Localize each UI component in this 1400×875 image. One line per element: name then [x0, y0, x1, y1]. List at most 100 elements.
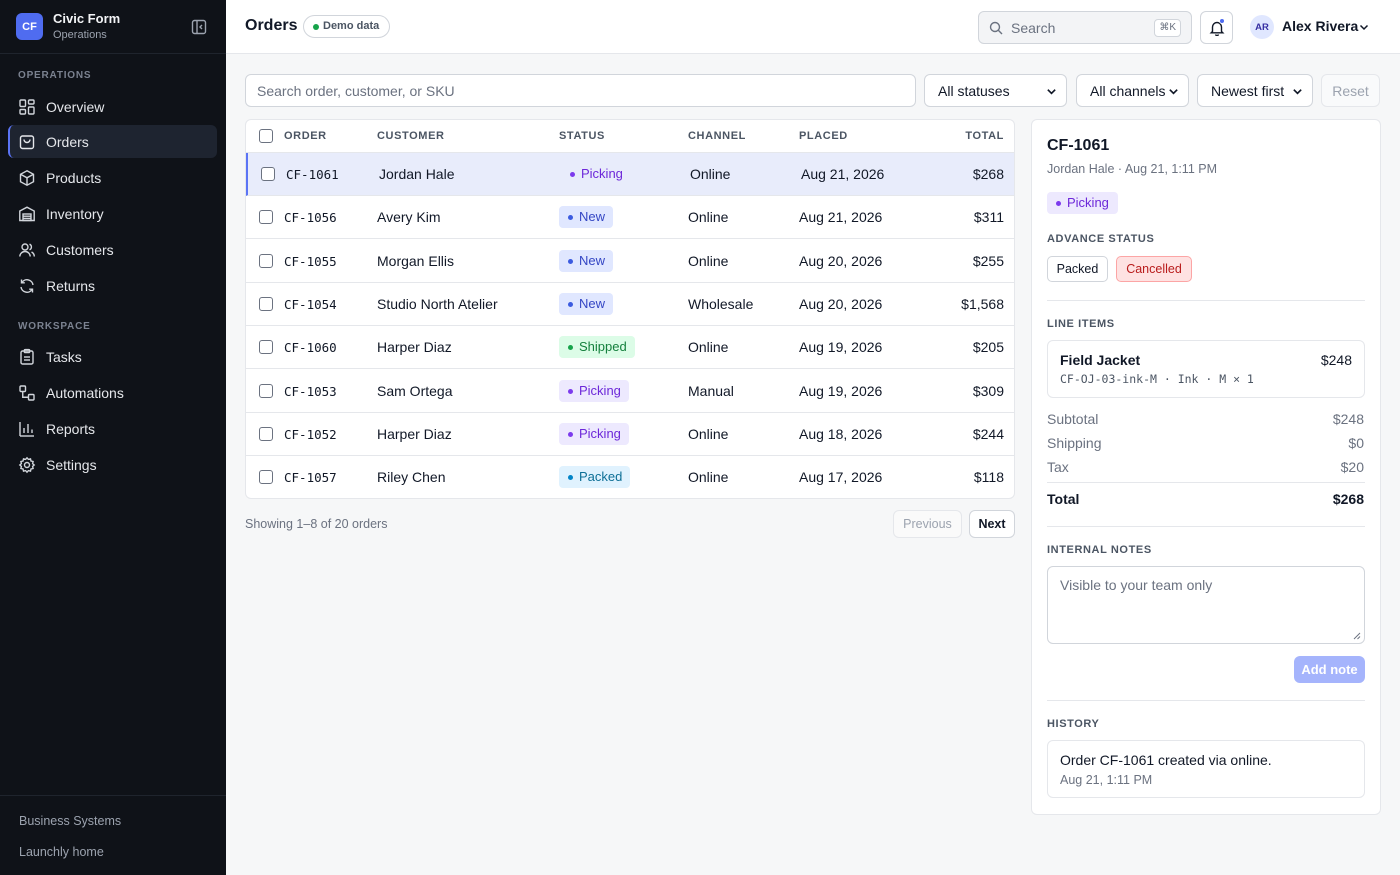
table-row[interactable]: CF-1060 Harper Diaz Shipped Online Aug 19, 2…: [246, 326, 1014, 370]
bar-chart-icon: [18, 420, 36, 438]
customer-name: Jordan Hale: [379, 166, 455, 182]
table-row[interactable]: CF-1057 Riley Chen Packed Online Aug 17, 202…: [246, 456, 1014, 498]
row-checkbox[interactable]: [259, 470, 273, 485]
chevron-down-icon[interactable]: [1358, 21, 1370, 33]
sidebar-item-label: Orders: [46, 133, 89, 150]
row-checkbox[interactable]: [259, 383, 273, 398]
brand-header: CF Civic Form Operations: [0, 0, 226, 54]
select-all-checkbox[interactable]: [259, 129, 273, 143]
order-search-input[interactable]: [246, 75, 915, 106]
column-header[interactable]: ORDER: [284, 130, 327, 142]
box-icon: [18, 169, 36, 187]
column-header[interactable]: STATUS: [559, 130, 605, 142]
order-id[interactable]: CF-1057: [284, 470, 337, 486]
refresh-icon: [18, 277, 36, 295]
avatar[interactable]: AR: [1250, 15, 1274, 39]
advance-packed-button[interactable]: Packed: [1047, 256, 1108, 282]
advance-cancelled-button[interactable]: Cancelled: [1116, 256, 1192, 282]
line-item-meta: CF-OJ-03-ink-M · Ink · M × 1: [1060, 372, 1254, 386]
search-shortcut: ⌘K: [1154, 19, 1181, 37]
customer-name: Morgan Ellis: [377, 252, 455, 269]
sidebar-item-label: Inventory: [46, 205, 104, 222]
sidebar-item-products[interactable]: Products: [8, 161, 217, 194]
channel: Manual: [688, 382, 734, 399]
line-item-price: $248: [1320, 352, 1352, 368]
line-items-label: LINE ITEMS: [1047, 318, 1115, 330]
global-search[interactable]: Search ⌘K: [978, 11, 1192, 44]
warehouse-icon: [18, 205, 36, 223]
row-checkbox[interactable]: [259, 253, 273, 268]
sidebar-item-label: Products: [46, 169, 102, 186]
previous-page-button[interactable]: Previous: [893, 510, 962, 538]
workflow-icon: [18, 384, 36, 402]
column-header[interactable]: PLACED: [799, 130, 848, 142]
nav-section-workspace: WORKSPACE: [18, 321, 91, 332]
row-checkbox[interactable]: [259, 426, 273, 441]
channel: Online: [688, 425, 729, 442]
status-badge: Shipped: [559, 336, 635, 359]
order-id[interactable]: CF-1052: [284, 426, 337, 442]
tax-label: Tax: [1047, 459, 1069, 475]
order-id[interactable]: CF-1055: [284, 253, 337, 269]
status-badge: Picking: [561, 163, 631, 185]
internal-notes-textarea[interactable]: [1048, 567, 1364, 643]
column-header[interactable]: TOTAL: [965, 130, 1004, 142]
sidebar-item-inventory[interactable]: Inventory: [8, 197, 217, 230]
column-header[interactable]: CUSTOMER: [377, 130, 445, 142]
footer-link-business-systems[interactable]: Business Systems: [19, 814, 122, 828]
gear-icon: [18, 456, 36, 474]
row-checkbox[interactable]: [261, 167, 275, 181]
sidebar-item-automations[interactable]: Automations: [8, 376, 217, 409]
reset-button[interactable]: Reset: [1321, 74, 1380, 107]
table-row[interactable]: CF-1054 Studio North Atelier New Wholesale A…: [246, 283, 1014, 326]
notifications-button[interactable]: [1200, 11, 1233, 44]
order-total: $268: [972, 166, 1004, 182]
channel: Wholesale: [688, 295, 754, 312]
row-checkbox[interactable]: [259, 296, 273, 311]
order-id[interactable]: CF-1054: [284, 296, 337, 312]
order-id[interactable]: CF-1056: [284, 210, 337, 226]
sidebar-item-settings[interactable]: Settings: [8, 448, 217, 481]
sidebar-item-customers[interactable]: Customers: [8, 233, 217, 266]
resize-grip-icon[interactable]: [1353, 632, 1361, 640]
order-id[interactable]: CF-1061: [286, 167, 339, 182]
sidebar-collapse-icon[interactable]: [191, 19, 207, 35]
topbar: Orders Demo data Search ⌘K AR Alex River…: [226, 0, 1400, 54]
table-row[interactable]: CF-1056 Avery Kim New Online Aug 21, 2026 $31…: [246, 196, 1014, 240]
row-checkbox[interactable]: [259, 340, 273, 355]
table-row[interactable]: CF-1053 Sam Ortega Picking Manual Aug 19, 20…: [246, 370, 1014, 413]
sidebar-item-reports[interactable]: Reports: [8, 412, 217, 445]
order-id[interactable]: CF-1060: [284, 340, 337, 356]
row-checkbox[interactable]: [259, 210, 273, 225]
internal-notes-field[interactable]: [1047, 566, 1365, 644]
table-row[interactable]: CF-1052 Harper Diaz Picking Online Aug 18, 2…: [246, 413, 1014, 456]
table-header: ORDER CUSTOMER STATUS CHANNEL PLACED TOT…: [246, 120, 1014, 153]
table-row[interactable]: CF-1061 Jordan Hale Picking Online Aug 21, 2…: [246, 153, 1014, 196]
detail-status-badge: Picking: [1047, 192, 1118, 214]
history-entry: Order CF-1061 created via online. Aug 21…: [1047, 740, 1365, 798]
footer-link-launchly-home[interactable]: Launchly home: [19, 845, 104, 859]
shipping-label: Shipping: [1047, 435, 1102, 451]
sidebar-item-returns[interactable]: Returns: [8, 269, 217, 302]
global-search-placeholder: Search: [1011, 20, 1056, 36]
channel-filter-select[interactable]: All channels: [1076, 74, 1189, 107]
order-search-field[interactable]: [245, 74, 916, 107]
column-header[interactable]: CHANNEL: [688, 130, 746, 142]
sidebar-item-tasks[interactable]: Tasks: [8, 340, 217, 373]
user-name[interactable]: Alex Rivera: [1282, 18, 1359, 34]
sidebar-item-orders[interactable]: Orders: [8, 125, 217, 158]
sort-select[interactable]: Newest first: [1197, 74, 1313, 107]
status-filter-select[interactable]: All statuses: [924, 74, 1067, 107]
chevron-down-icon: [1293, 89, 1302, 95]
divider: [1047, 300, 1365, 301]
status-badge: Picking: [559, 379, 629, 402]
internal-notes-label: INTERNAL NOTES: [1047, 544, 1152, 556]
table-row[interactable]: CF-1055 Morgan Ellis New Online Aug 20, 2026…: [246, 240, 1014, 283]
sidebar-item-overview[interactable]: Overview: [8, 90, 217, 123]
placed-date: Aug 20, 2026: [799, 252, 883, 269]
order-id[interactable]: CF-1053: [284, 383, 337, 399]
next-page-button[interactable]: Next: [969, 510, 1015, 538]
add-note-button[interactable]: Add note: [1294, 656, 1365, 683]
brand-subtitle: Operations: [53, 29, 107, 41]
users-icon: [18, 241, 36, 259]
